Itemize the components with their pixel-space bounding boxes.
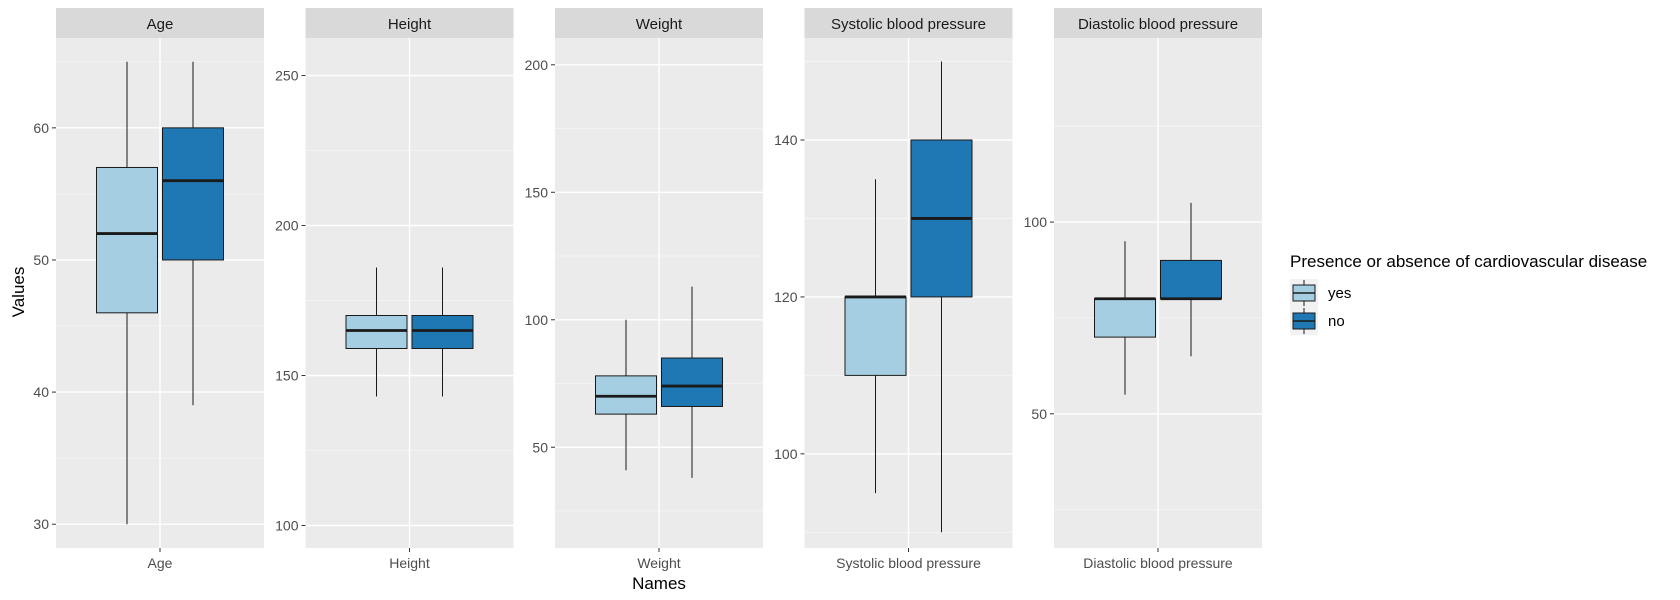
box-iqr <box>345 315 408 349</box>
y-tick-label: 40 <box>33 384 49 400</box>
y-axis-title: Values <box>9 267 28 318</box>
panels: Age 30 40 50 60 Age Height 100 150 200 250 Height We… <box>33 8 1262 571</box>
y-tick-label: 200 <box>525 57 549 73</box>
facet-strip-label: Height <box>388 16 432 33</box>
facet-strip-label: Age <box>147 16 174 33</box>
y-tick-label: 100 <box>1024 214 1048 230</box>
box-iqr <box>661 357 723 407</box>
facet-strip-label: Systolic blood pressure <box>831 16 986 33</box>
legend-label: yes <box>1328 285 1351 302</box>
legend-keys: yes no <box>1290 279 1351 335</box>
box-no <box>661 286 723 478</box>
y-tick-label: 30 <box>33 516 49 532</box>
panel-4: Diastolic blood pressure 50 100 Diastolic b… <box>1024 8 1262 571</box>
y-tick-label: 140 <box>774 132 798 148</box>
panel-3: Systolic blood pressure 100 120 140 Systolic… <box>774 8 1013 571</box>
legend-key-yes: yes <box>1290 279 1351 307</box>
y-tick-label: 60 <box>33 120 49 136</box>
x-tick-label: Systolic blood pressure <box>836 555 981 571</box>
box-no <box>162 61 224 406</box>
y-tick-label: 100 <box>275 518 299 534</box>
box-iqr <box>1160 259 1222 300</box>
x-tick-label: Diastolic blood pressure <box>1083 555 1233 571</box>
x-tick-label: Age <box>148 555 173 571</box>
facet-strip-label: Diastolic blood pressure <box>1078 16 1238 33</box>
y-tick-label: 150 <box>525 184 549 200</box>
facet-strip <box>305 8 514 38</box>
legend-label: no <box>1328 313 1345 330</box>
y-tick-label: 100 <box>774 446 798 462</box>
box-no <box>1160 202 1222 357</box>
panel-1: Height 100 150 200 250 Height <box>275 8 514 571</box>
y-tick-label: 100 <box>525 312 549 328</box>
y-tick-label: 120 <box>774 289 798 305</box>
box-no <box>411 267 474 397</box>
x-tick-label: Weight <box>637 555 680 571</box>
y-tick-label: 150 <box>275 368 299 384</box>
y-tick-label: 50 <box>532 439 548 455</box>
y-tick-label: 50 <box>1031 406 1047 422</box>
facet-strip <box>555 8 763 38</box>
y-tick-label: 200 <box>275 218 299 234</box>
box-yes <box>844 179 907 494</box>
panel-0: Age 30 40 50 60 Age <box>33 8 264 571</box>
box-no <box>910 61 973 533</box>
x-axis-title: Names <box>632 574 686 593</box>
box-iqr <box>96 166 158 314</box>
legend-title: Presence or absence of cardiovascular di… <box>1290 252 1647 271</box>
y-tick-label: 250 <box>275 68 299 84</box>
box-iqr <box>844 296 907 376</box>
box-iqr <box>162 127 224 261</box>
facet-strip <box>804 8 1013 38</box>
box-iqr <box>1094 298 1156 338</box>
x-tick-label: Height <box>389 555 430 571</box>
box-yes <box>1094 241 1156 395</box>
facet-strip <box>1054 8 1262 38</box>
legend: Presence or absence of cardiovascular di… <box>1290 252 1647 335</box>
box-iqr <box>411 315 474 349</box>
box-yes <box>96 61 158 525</box>
legend-key-no: no <box>1290 307 1345 335</box>
box-yes <box>595 319 657 471</box>
box-yes <box>345 267 408 397</box>
facet-strip <box>56 8 264 38</box>
facet-strip-label: Weight <box>636 16 683 33</box>
panel-2: Weight 50 100 150 200 Weight <box>525 8 763 571</box>
y-tick-label: 50 <box>33 252 49 268</box>
